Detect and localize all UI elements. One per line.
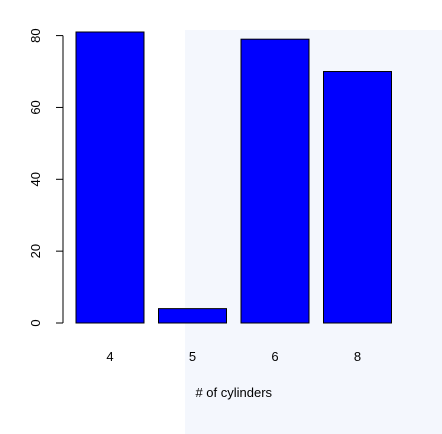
x-tick-labels: 4 5 6 8	[106, 349, 361, 364]
bar-8	[323, 71, 392, 324]
x-tick-label-4: 4	[106, 349, 113, 364]
bar-5	[158, 308, 227, 324]
y-tick-label-0: 0	[28, 319, 43, 326]
y-axis: 0 20 40 60 80	[28, 28, 64, 327]
background-panel	[185, 30, 442, 434]
x-axis-title: # of cylinders	[195, 385, 272, 400]
y-tick-label-60: 60	[28, 100, 43, 114]
y-tick-label-20: 20	[28, 244, 43, 258]
y-tick-label-80: 80	[28, 28, 43, 42]
x-tick-label-6: 6	[271, 349, 278, 364]
y-tick-label-40: 40	[28, 172, 43, 186]
x-tick-label-8: 8	[354, 349, 361, 364]
bars-group	[75, 31, 392, 324]
x-tick-label-5: 5	[189, 349, 196, 364]
bar-6	[240, 38, 310, 324]
bar-4	[75, 31, 145, 324]
